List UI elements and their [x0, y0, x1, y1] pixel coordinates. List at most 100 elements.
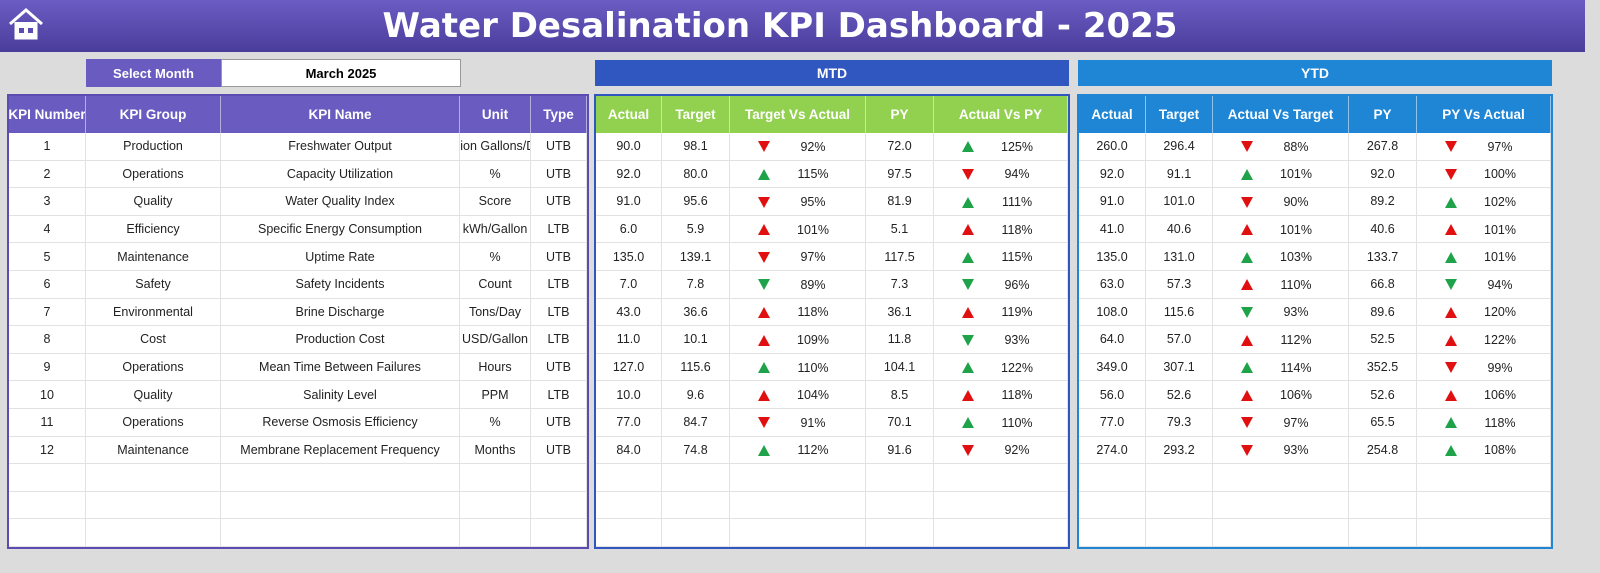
mtd-percent: 115% — [797, 167, 829, 182]
select-month-label: Select Month — [86, 59, 221, 87]
ytd-cell — [1417, 215, 1551, 244]
mtd-cell: 70.1 — [866, 409, 934, 437]
ytd-cell — [1079, 519, 1146, 547]
mtd-cell — [730, 133, 866, 161]
kpi-cell: 10 — [9, 381, 86, 409]
mtd-header: MTD — [595, 60, 1069, 86]
up-arrow — [1445, 196, 1457, 208]
mtd-cell: 10.0 — [596, 381, 662, 409]
kpi-cell: Operations — [86, 160, 221, 189]
mtd-cell — [934, 464, 1068, 492]
ytd-cell: 254.8 — [1349, 436, 1417, 465]
kpi-cell: LTB — [531, 271, 587, 299]
ytd-cell — [1213, 271, 1349, 299]
mtd-cell — [730, 298, 866, 327]
mtd-column-header: Actual — [596, 96, 662, 133]
month-selector[interactable]: March 2025 — [221, 59, 461, 87]
mtd-cell — [934, 133, 1068, 161]
mtd-cell — [662, 464, 730, 492]
ytd-cell — [1213, 188, 1349, 216]
mtd-cell: 7.0 — [596, 271, 662, 299]
ytd-percent: 112% — [1280, 333, 1312, 347]
up-arrow — [1241, 362, 1253, 374]
mtd-cell: 84.0 — [596, 436, 662, 465]
ytd-percent: 101% — [1484, 250, 1516, 265]
ytd-cell: 52.6 — [1146, 381, 1213, 409]
ytd-cell — [1417, 243, 1551, 271]
ytd-cell: 52.6 — [1349, 381, 1417, 409]
mtd-cell — [934, 519, 1068, 547]
ytd-header: YTD — [1078, 60, 1552, 86]
mtd-cell — [730, 464, 866, 492]
kpi-cell: Tons/Day — [460, 298, 531, 327]
kpi-cell: PPM — [460, 381, 531, 409]
up-arrow — [1241, 334, 1253, 346]
mtd-cell: 36.1 — [866, 298, 934, 327]
down-arrow — [1241, 196, 1253, 208]
ytd-cell — [1213, 353, 1349, 382]
kpi-cell: 11 — [9, 409, 86, 437]
kpi-cell: Safety Incidents — [221, 271, 460, 299]
ytd-cell: 91.1 — [1146, 160, 1213, 189]
kpi-cell: Maintenance — [86, 436, 221, 465]
mtd-percent: 97% — [800, 250, 826, 265]
mtd-cell: 135.0 — [596, 243, 662, 271]
mtd-cell: 117.5 — [866, 243, 934, 271]
kpi-cell: Cost — [86, 326, 221, 354]
mtd-cell: 139.1 — [662, 243, 730, 271]
home-icon[interactable] — [7, 6, 45, 42]
kpi-cell: Capacity Utilization — [221, 160, 460, 189]
mtd-cell: 5.9 — [662, 215, 730, 244]
kpi-cell — [9, 464, 86, 492]
mtd-percent: 93% — [1004, 333, 1030, 347]
kpi-cell: Count — [460, 271, 531, 299]
ytd-cell — [1417, 519, 1551, 547]
ytd-percent: 97% — [1283, 415, 1309, 430]
mtd-cell: 91.0 — [596, 188, 662, 216]
down-arrow — [758, 417, 770, 429]
kpi-column-header: KPI Name — [221, 96, 460, 133]
mtd-cell — [730, 491, 866, 520]
kpi-cell: UTB — [531, 353, 587, 382]
up-arrow — [1241, 279, 1253, 291]
kpi-cell — [531, 519, 587, 547]
mtd-percent: 110% — [797, 360, 829, 375]
ytd-cell — [1213, 298, 1349, 327]
ytd-cell: 65.5 — [1349, 409, 1417, 437]
kpi-cell: % — [460, 409, 531, 437]
down-arrow — [962, 444, 974, 456]
kpi-cell: Quality — [86, 381, 221, 409]
ytd-percent: 102% — [1484, 195, 1516, 209]
kpi-cell: Reverse Osmosis Efficiency — [221, 409, 460, 437]
up-arrow — [1241, 224, 1253, 236]
ytd-cell: 115.6 — [1146, 298, 1213, 327]
ytd-percent: 97% — [1487, 139, 1513, 154]
mtd-percent: 112% — [797, 443, 829, 458]
ytd-percent: 90% — [1283, 195, 1309, 209]
up-arrow — [1241, 168, 1253, 180]
down-arrow — [1241, 141, 1253, 153]
kpi-column-header: Type — [531, 96, 587, 133]
kpi-cell: Specific Energy Consumption — [221, 215, 460, 244]
ytd-column-header: PY Vs Actual — [1417, 96, 1551, 133]
down-arrow — [758, 279, 770, 291]
mtd-percent: 95% — [800, 195, 826, 209]
up-arrow — [758, 389, 770, 401]
kpi-cell: Safety — [86, 271, 221, 299]
ytd-cell: 108.0 — [1079, 298, 1146, 327]
ytd-cell — [1417, 464, 1551, 492]
up-arrow — [962, 417, 974, 429]
ytd-cell: 349.0 — [1079, 353, 1146, 382]
mtd-percent: 104% — [797, 388, 829, 403]
mtd-percent: 94% — [1004, 167, 1030, 182]
kpi-cell — [86, 464, 221, 492]
kpi-column-header: Unit — [460, 96, 531, 133]
mtd-cell: 36.6 — [662, 298, 730, 327]
kpi-cell: Production Cost — [221, 326, 460, 354]
kpi-column-header: KPI Group — [86, 96, 221, 133]
kpi-cell: Production — [86, 133, 221, 161]
ytd-cell: 57.0 — [1146, 326, 1213, 354]
kpi-cell: Environmental — [86, 298, 221, 327]
ytd-cell: 41.0 — [1079, 215, 1146, 244]
mtd-cell — [934, 271, 1068, 299]
